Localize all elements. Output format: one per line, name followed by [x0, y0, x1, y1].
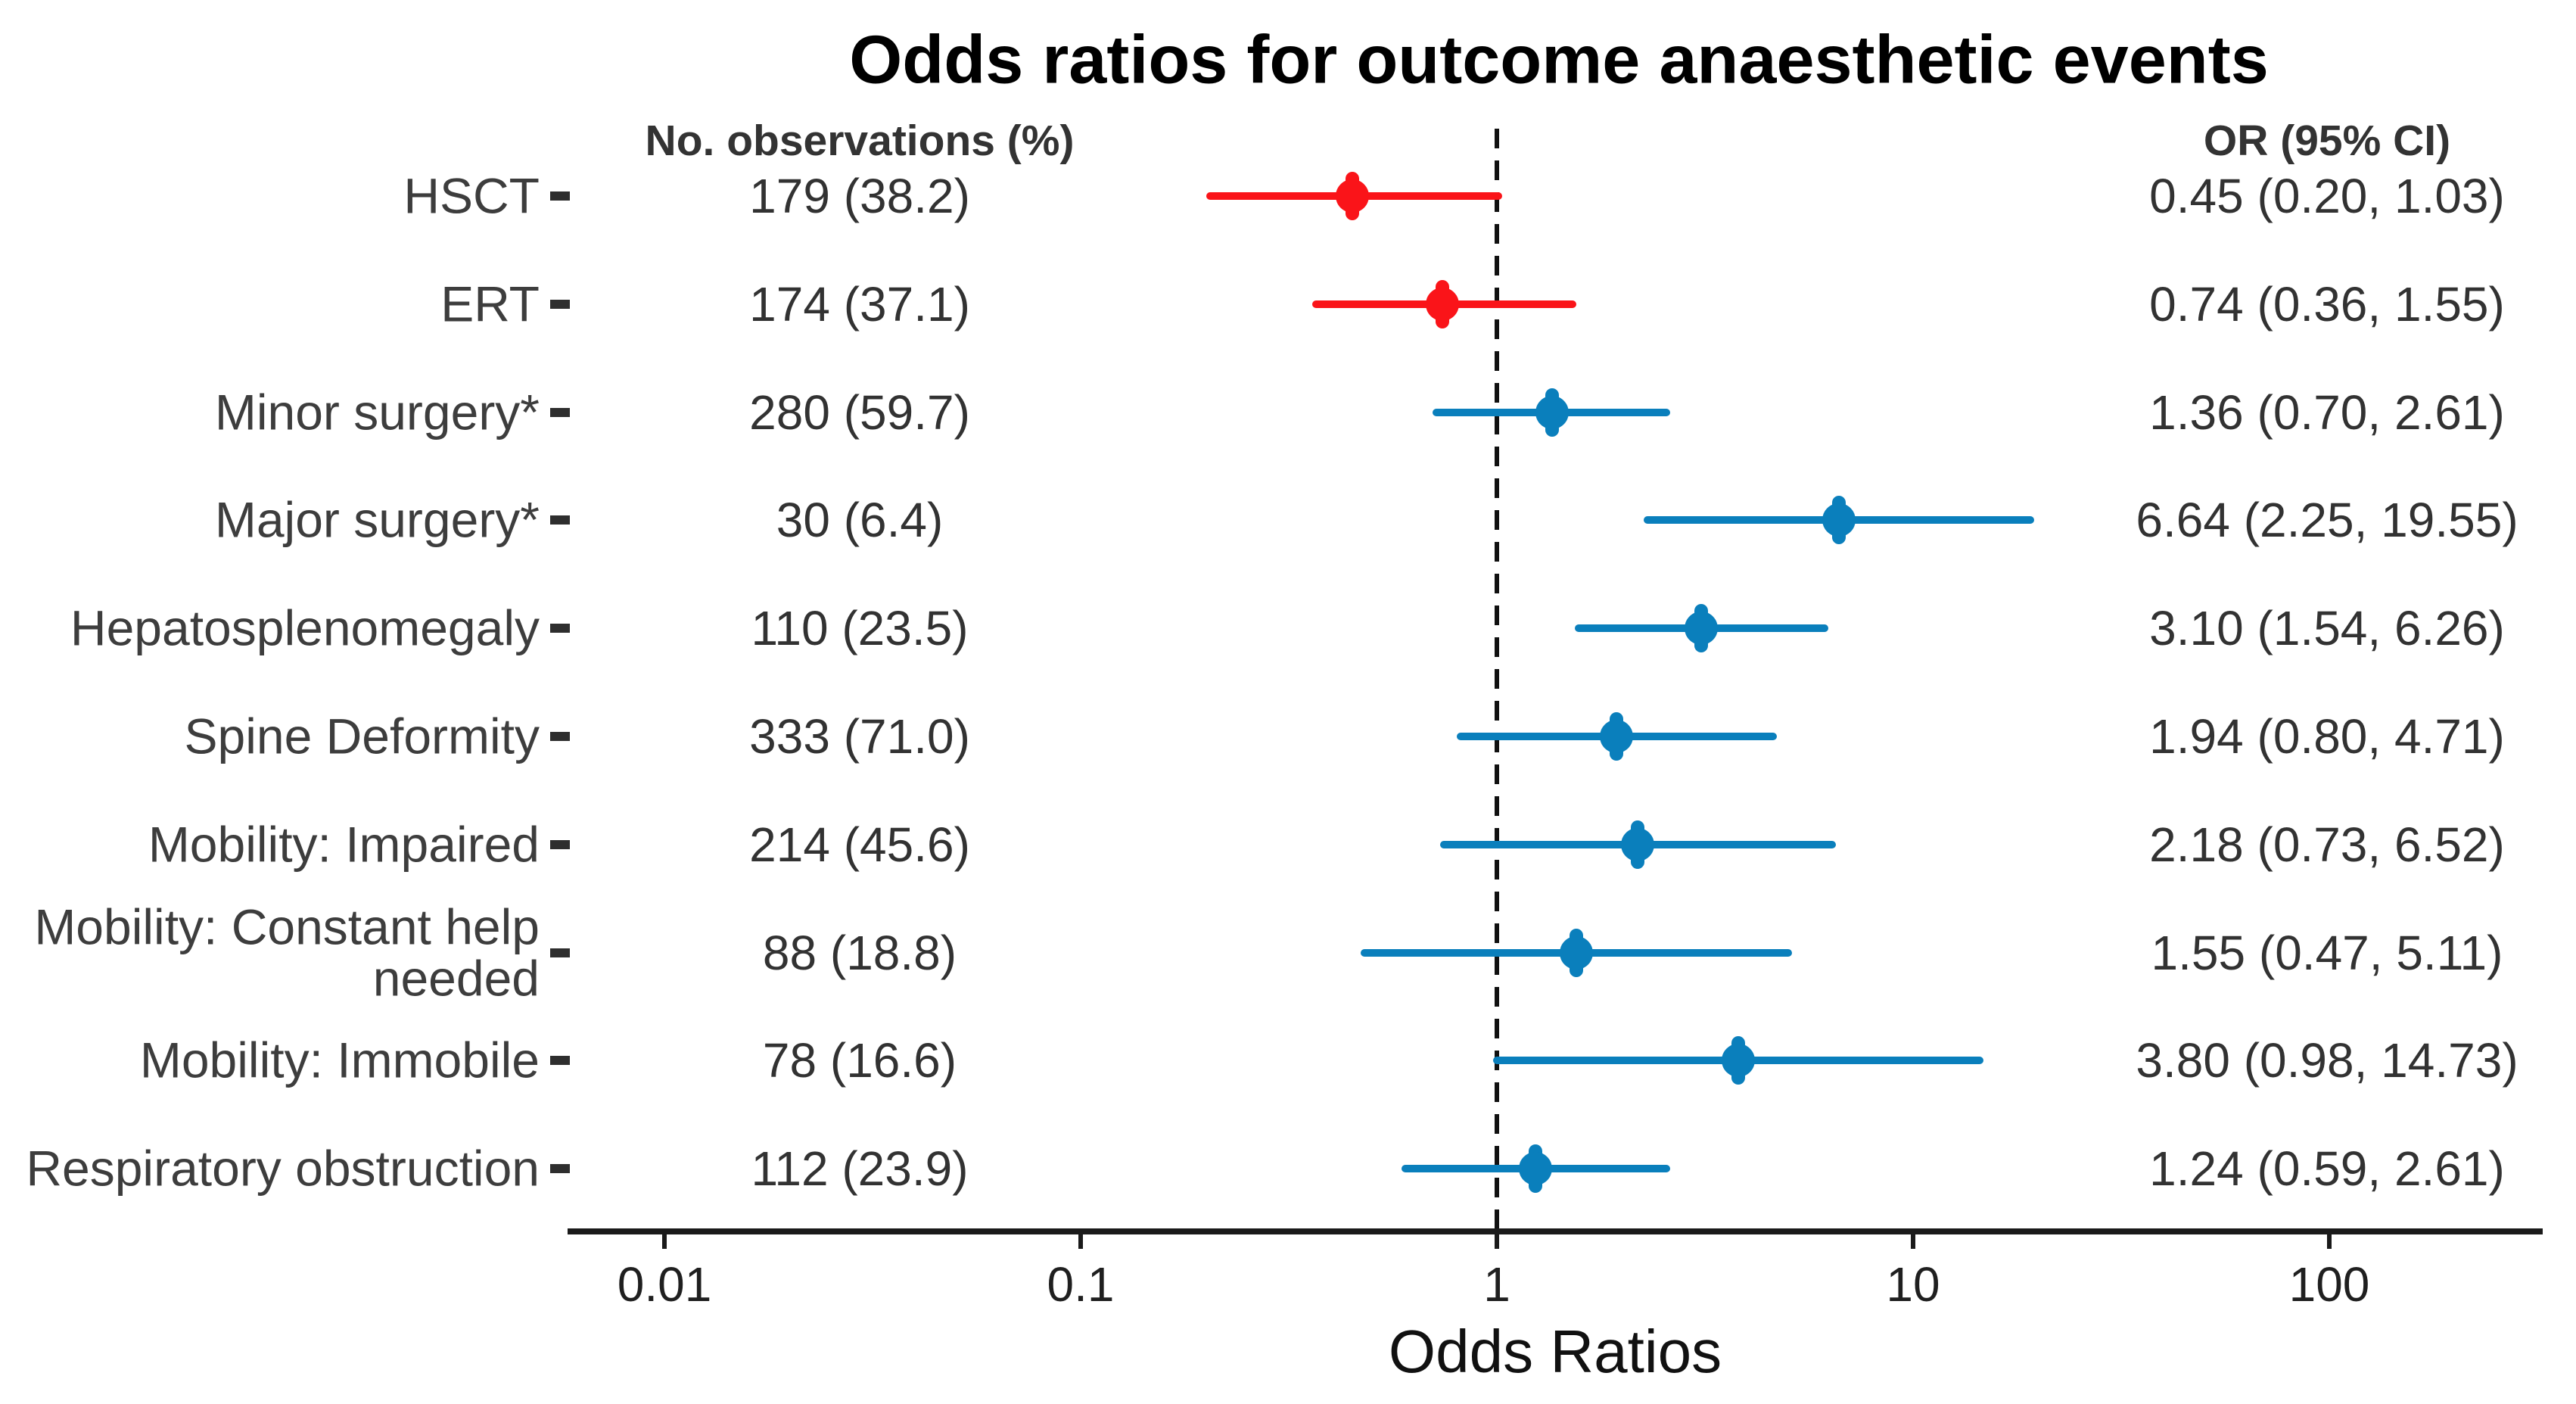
x-axis-tick — [1078, 1231, 1083, 1249]
x-axis-tick — [1911, 1231, 1915, 1249]
x-axis-tick — [662, 1231, 667, 1249]
or-ci-value: 1.24 (0.59, 2.61) — [2149, 1141, 2505, 1197]
row-label: Hepatosplenomegaly — [70, 599, 540, 656]
y-axis-tick — [550, 624, 570, 634]
observations-value: 179 (38.2) — [749, 169, 970, 223]
observations-value: 214 (45.6) — [749, 817, 970, 872]
point-estimate-dot — [1822, 503, 1856, 537]
observations-value: 112 (23.9) — [751, 1141, 969, 1197]
y-axis-tick — [550, 839, 570, 849]
row-label: Mobility: Impaired — [148, 816, 540, 873]
y-axis-tick — [550, 1056, 570, 1066]
observations-value: 333 (71.0) — [749, 709, 970, 764]
observations-value: 30 (6.4) — [776, 493, 944, 548]
row-label: Respiratory obstruction — [26, 1140, 540, 1197]
or-ci-value: 6.64 (2.25, 19.55) — [2136, 493, 2518, 548]
observations-value: 78 (16.6) — [762, 1033, 957, 1088]
row-label: Spine Deformity — [184, 708, 540, 764]
row-label: Minor surgery* — [214, 384, 540, 441]
x-axis-line — [568, 1228, 2543, 1234]
or-ci-value: 1.94 (0.80, 4.71) — [2149, 709, 2505, 764]
or-ci-value: 1.55 (0.47, 5.11) — [2151, 925, 2503, 980]
point-estimate-dot — [1559, 935, 1593, 970]
y-axis-tick — [550, 407, 570, 417]
x-axis-tick-label: 0.01 — [617, 1257, 712, 1312]
or-ci-value: 0.45 (0.20, 1.03) — [2149, 169, 2505, 223]
y-axis-tick — [550, 948, 570, 957]
y-axis-tick — [550, 515, 570, 525]
point-estimate-dot — [1426, 287, 1460, 321]
point-estimate-dot — [1685, 612, 1719, 646]
x-axis-title: Odds Ratios — [1388, 1318, 1722, 1385]
or-ci-value: 2.18 (0.73, 6.52) — [2149, 817, 2505, 872]
observations-column-header: No. observations (%) — [645, 117, 1075, 165]
y-axis-tick — [550, 1164, 570, 1174]
point-estimate-dot — [1336, 179, 1370, 213]
or-ci-value: 1.36 (0.70, 2.61) — [2149, 384, 2505, 440]
y-axis-tick — [550, 191, 570, 201]
or-ci-column-header: OR (95% CI) — [2203, 117, 2451, 165]
x-axis-tick — [1495, 1231, 1499, 1249]
or-ci-value: 3.10 (1.54, 6.26) — [2149, 601, 2505, 656]
point-estimate-dot — [1535, 395, 1570, 429]
or-ci-value: 0.74 (0.36, 1.55) — [2149, 276, 2505, 332]
observations-value: 174 (37.1) — [749, 276, 970, 332]
or-ci-value: 3.80 (0.98, 14.73) — [2136, 1033, 2518, 1088]
x-axis-tick-label: 10 — [1886, 1257, 1940, 1312]
point-estimate-dot — [1600, 720, 1634, 753]
row-label: Mobility: Immobile — [139, 1032, 540, 1089]
row-label: Major surgery* — [214, 492, 540, 549]
x-axis-tick-label: 1 — [1483, 1257, 1510, 1312]
reference-line-or-1 — [1495, 129, 1499, 1231]
observations-value: 88 (18.8) — [762, 925, 957, 980]
observations-value: 280 (59.7) — [749, 384, 970, 440]
chart-title: Odds ratios for outcome anaesthetic even… — [849, 22, 2269, 98]
point-estimate-dot — [1721, 1044, 1755, 1078]
point-estimate-dot — [1519, 1152, 1553, 1186]
y-axis-tick — [550, 299, 570, 309]
x-axis-tick-label: 0.1 — [1047, 1257, 1115, 1312]
x-axis-tick — [2327, 1231, 2332, 1249]
observations-value: 110 (23.5) — [751, 601, 969, 656]
y-axis-tick — [550, 732, 570, 741]
x-axis-tick-label: 100 — [2288, 1257, 2370, 1312]
point-estimate-dot — [1621, 827, 1655, 861]
row-label: ERT — [440, 276, 540, 332]
row-label: Mobility: Constant help needed — [34, 898, 540, 1007]
row-label: HSCT — [403, 167, 540, 224]
